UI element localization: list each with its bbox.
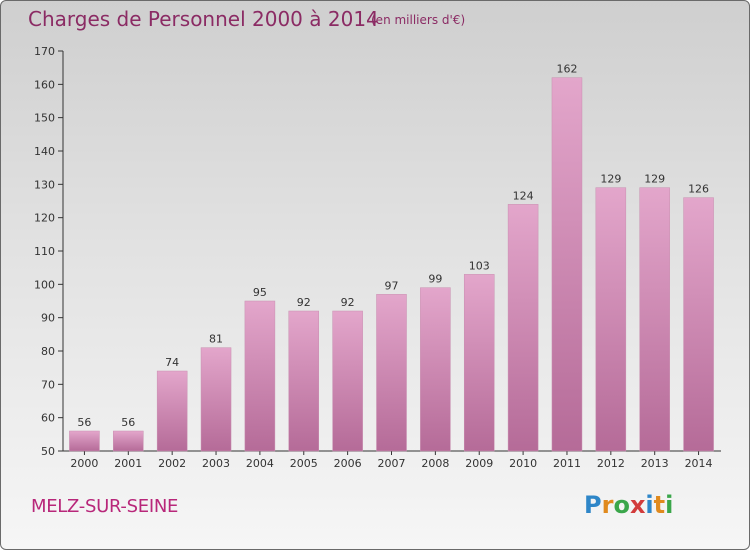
bar [244,300,276,452]
logo-letter: P [584,491,602,519]
x-tick-label: 2003 [202,457,230,470]
y-tick-label: 60 [41,412,55,425]
data-label: 92 [297,296,311,309]
data-label: 162 [556,63,577,76]
x-tick-label: 2009 [465,457,493,470]
chart-title: Charges de Personnel 2000 à 2014 [28,7,379,31]
logo-letter: r [601,491,614,519]
bar [376,294,407,452]
data-label: 97 [385,279,399,292]
chart-subtitle: (en milliers d'€) [371,13,466,27]
x-tick-label: 2008 [421,457,449,470]
x-tick-label: 2010 [509,457,537,470]
commune-name: MELZ-SUR-SEINE [31,496,179,517]
data-label: 56 [121,416,135,429]
bar [200,347,232,452]
y-tick-label: 140 [34,145,55,158]
y-tick-label: 110 [34,245,55,258]
data-label: 129 [600,173,621,186]
proxiti-logo: Proxiti [584,491,673,519]
y-tick-label: 120 [34,212,55,225]
x-tick-label: 2004 [246,457,274,470]
chart-bars [69,77,714,452]
x-tick-label: 2002 [158,457,186,470]
data-label: 95 [253,286,267,299]
data-label: 129 [644,173,665,186]
bar [332,310,363,452]
y-tick-label: 70 [41,378,55,391]
y-tick-label: 100 [34,278,55,291]
bar [156,370,188,452]
x-tick-label: 2005 [290,457,318,470]
bar [113,430,144,452]
x-tick-label: 2013 [641,457,669,470]
data-label: 81 [209,333,223,346]
y-tick-label: 80 [41,345,55,358]
y-tick-label: 130 [34,178,55,191]
bar [595,187,627,452]
data-label: 74 [165,356,179,369]
bar [420,287,451,452]
data-label: 56 [77,416,91,429]
x-tick-label: 2014 [685,457,713,470]
data-label: 92 [341,296,355,309]
chart-axes: 50 60 70 80 90 100 110 120 130 140 150 160 170 2000 20… [34,45,721,470]
data-label: 99 [428,273,442,286]
bar [551,77,583,452]
x-tick-label: 2011 [553,457,581,470]
x-tick-label: 2000 [70,457,98,470]
data-label: 126 [688,183,709,196]
x-tick-label: 2007 [378,457,406,470]
y-tick-label: 170 [34,45,55,58]
y-tick-label: 50 [41,445,55,458]
data-label: 124 [513,189,534,202]
y-tick-label: 90 [41,312,55,325]
bar [639,187,670,452]
y-tick-label: 160 [34,78,55,91]
x-tick-label: 2006 [334,457,362,470]
bar [507,204,539,452]
bar [463,274,495,452]
logo-letter: t [653,491,666,519]
x-tick-label: 2001 [114,457,142,470]
bar [69,430,100,452]
logo-letter: i [645,491,654,519]
chart-labels: 56 56 74 81 95 92 92 97 99 103 124 162 129 129 126 [77,63,709,429]
y-tick-label: 150 [34,112,55,125]
x-tick-label: 2012 [597,457,625,470]
bar [288,310,320,452]
data-label: 103 [469,259,490,272]
logo-letter: i [665,491,674,519]
logo-letter: o [613,491,630,519]
logo-letter: x [629,491,646,519]
bar [683,197,714,452]
